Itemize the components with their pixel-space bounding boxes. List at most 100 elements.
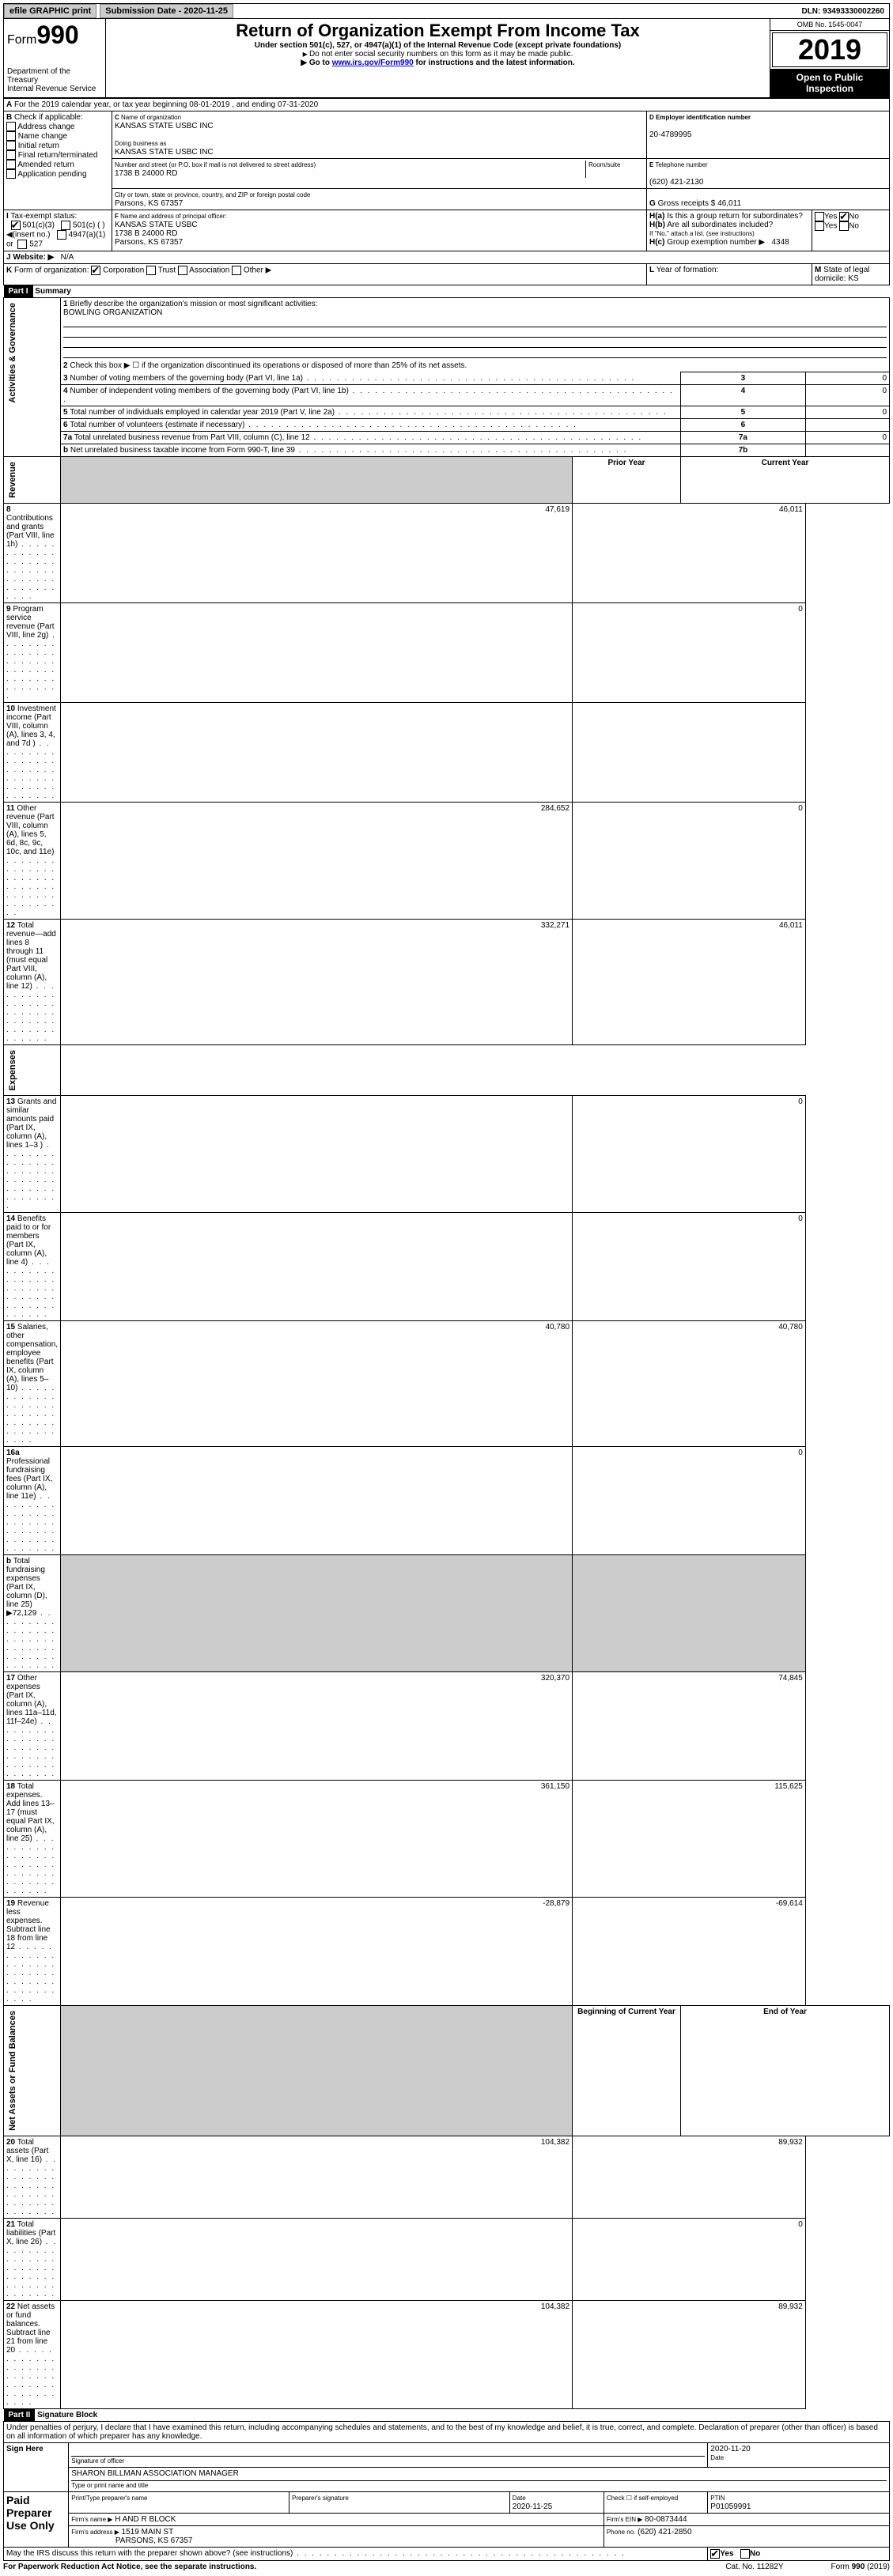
goto-post: for instructions and the latest informat… (414, 59, 575, 67)
sec-net: Net Assets or Fund Balances (6, 2008, 19, 2134)
hc-lbl: Group exemption number ▶ (667, 238, 765, 247)
j-lbl: Website: ▶ (13, 253, 54, 262)
sec-exp: Expenses (6, 1047, 19, 1093)
form-subtitle: Under section 501(c), 527, or 4947(a)(1)… (109, 41, 766, 50)
form-title: Return of Organization Exempt From Incom… (109, 21, 766, 41)
hb-no[interactable] (839, 221, 849, 231)
ha-yes[interactable] (815, 212, 824, 221)
discuss-no[interactable] (740, 2549, 750, 2559)
officer-name: KANSAS STATE USBC (115, 221, 198, 229)
hdr-end: End of Year (681, 2006, 890, 2136)
firm-lbl: Firm's name ▶ (71, 2516, 112, 2523)
ha: Is this a group return for subordinates? (667, 212, 803, 221)
ptin-lbl: PTIN (710, 2495, 725, 2502)
i-lbl: Tax-exempt status: (10, 212, 77, 221)
submission-date: Submission Date - 2020-11-25 (100, 4, 233, 18)
tax-year: 2019 (772, 32, 887, 67)
officer-city: Parsons, KS 67357 (115, 238, 183, 247)
k-other[interactable] (232, 266, 241, 275)
hb-yes[interactable] (815, 221, 824, 231)
discuss: May the IRS discuss this return with the… (6, 2549, 293, 2558)
line-a: For the 2019 calendar year, or tax year … (14, 100, 318, 109)
top-bar: efile GRAPHIC print Submission Date - 20… (3, 3, 890, 19)
paid-preparer: Paid Preparer Use Only (4, 2492, 69, 2548)
addr-lbl: Number and street (or P.O. box if mail i… (115, 161, 316, 168)
prep-date-lbl: Date (513, 2495, 526, 2502)
k-assoc[interactable] (178, 266, 187, 275)
sign-here: Sign Here (4, 2443, 69, 2492)
room-lbl: Room/suite (588, 161, 620, 168)
self-emp: Check ☐ if self-employed (607, 2495, 678, 2502)
i-4947[interactable] (57, 230, 66, 240)
sec-rev: Revenue (6, 459, 19, 501)
sec-gov: Activities & Governance (6, 300, 19, 406)
b-opt[interactable] (6, 141, 16, 150)
f-lbl: Name and address of principal officer: (120, 213, 227, 220)
ein-lbl: Firm's EIN ▶ (607, 2516, 642, 2523)
l-lbl: Year of formation: (657, 266, 719, 274)
i-501c3[interactable] (11, 221, 21, 230)
hdr-prior: Prior Year (573, 457, 681, 504)
form-word: Form (7, 33, 36, 47)
entity-block: A For the 2019 calendar year, or tax yea… (3, 98, 890, 285)
firm-addr2: PARSONS, KS 67357 (115, 2536, 193, 2545)
part2-title: Signature Block (37, 2411, 97, 2419)
hb-note: If "No," attach a list. (see instruction… (649, 230, 755, 237)
part1-title: Summary (35, 287, 71, 296)
firm-ein: 80-0873444 (645, 2515, 687, 2524)
hdr-beg: Beginning of Current Year (573, 2006, 681, 2136)
firm-phone-lbl: Phone no. (607, 2529, 635, 2536)
g-lbl: Gross receipts $ (658, 199, 716, 208)
dba: KANSAS STATE USBC INC (115, 148, 214, 157)
pra: For Paperwork Reduction Act Notice, see … (3, 2563, 256, 2571)
cat-no: Cat. No. 11282Y (725, 2563, 783, 2571)
phone: (620) 421-2130 (649, 178, 703, 187)
footer: For Paperwork Reduction Act Notice, see … (3, 2561, 890, 2573)
b-opt[interactable] (6, 160, 16, 169)
b-opt[interactable] (6, 150, 16, 160)
hc-val: 4348 (771, 238, 789, 247)
note-ssn: Do not enter social security numbers on … (109, 50, 766, 59)
k-lbl: Form of organization: (14, 266, 89, 275)
d-lbl: Employer identification number (656, 114, 751, 121)
street: 1738 B 24000 RD (115, 169, 178, 178)
l6: Total number of volunteers (estimate if … (70, 421, 244, 429)
prep-sig-lbl: Preparer's signature (292, 2495, 349, 2502)
b-opt[interactable] (6, 169, 16, 179)
ha-no[interactable] (839, 212, 849, 221)
form-number: 990 (36, 21, 78, 49)
dept-treasury: Department of the Treasury (7, 67, 102, 85)
ptin: P01059991 (710, 2502, 751, 2511)
k-trust[interactable] (146, 266, 156, 275)
l3n: 3 (681, 372, 806, 385)
l2: Check this box ▶ ☐ if the organization d… (70, 361, 467, 370)
gross-receipts: 46,011 (717, 199, 741, 208)
form990-link[interactable]: www.irs.gov/Form990 (332, 59, 414, 67)
city: Parsons, KS 67357 (115, 199, 183, 208)
city-lbl: City or town, state or province, country… (115, 191, 310, 198)
firm: H AND R BLOCK (115, 2515, 176, 2524)
type-name-lbl: Type or print name and title (71, 2482, 148, 2489)
k-corp[interactable] (91, 266, 100, 275)
l7b: Net unrelated business taxable income fr… (70, 446, 295, 455)
l5: Total number of individuals employed in … (70, 408, 335, 417)
l3v: 0 (805, 372, 889, 385)
discuss-yes[interactable] (710, 2549, 720, 2559)
hdr-cur: Current Year (681, 457, 890, 504)
hb: Are all subordinates included? (667, 221, 773, 229)
efile-button[interactable]: efile GRAPHIC print (4, 4, 96, 18)
ein: 20-4789995 (649, 130, 691, 139)
l1v: BOWLING ORGANIZATION (63, 308, 162, 317)
b-opt[interactable] (6, 122, 16, 131)
b-opt[interactable] (6, 131, 16, 141)
firm-addr-lbl: Firm's address ▶ (71, 2529, 119, 2536)
website: N/A (61, 253, 74, 262)
dba-lbl: Doing business as (115, 140, 166, 147)
l4: Number of independent voting members of … (70, 387, 348, 395)
perjury: Under penalties of perjury, I declare th… (4, 2422, 890, 2443)
i-527[interactable] (17, 240, 27, 249)
officer-addr: 1738 B 24000 RD (115, 229, 178, 238)
goto-pre: Go to (309, 59, 332, 67)
i-501c[interactable] (61, 221, 70, 230)
omb-number: OMB No. 1545-0047 (770, 19, 889, 31)
